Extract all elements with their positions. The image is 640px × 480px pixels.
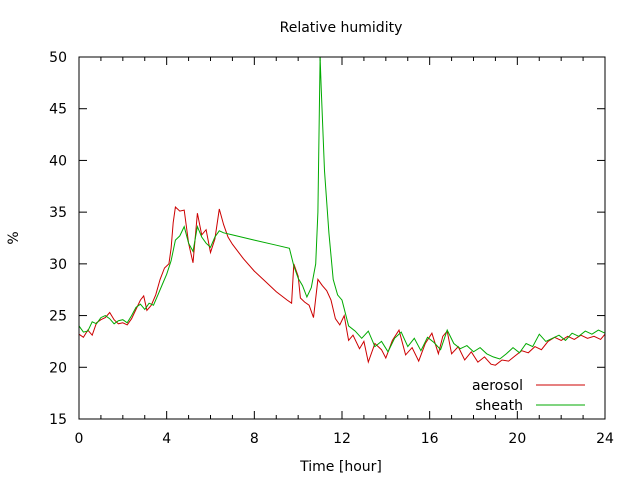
axis-ticks: 0 4 8 12 16 20 24 15 20 25 30 35 40 45 50	[49, 50, 614, 447]
y-tick-label: 15	[49, 412, 67, 428]
x-tick-label: 16	[421, 431, 439, 447]
y-tick-label: 35	[49, 205, 67, 221]
legend: aerosol sheath	[472, 378, 585, 414]
x-tick-label: 8	[250, 431, 259, 447]
y-tick-label: 45	[49, 102, 67, 118]
series-line-aerosol	[78, 205, 606, 366]
x-tick-label: 0	[75, 431, 84, 447]
plot-lines	[78, 56, 606, 366]
chart-title: Relative humidity	[280, 20, 403, 36]
y-axis-label: %	[6, 231, 22, 244]
y-tick-label: 20	[49, 360, 67, 376]
y-tick-label: 40	[49, 153, 67, 169]
x-tick-label: 12	[333, 431, 351, 447]
x-axis-label: Time [hour]	[299, 459, 382, 475]
x-tick-label: 20	[508, 431, 526, 447]
legend-label-sheath: sheath	[475, 398, 523, 414]
x-tick-label: 4	[162, 431, 171, 447]
x-tick-label: 24	[596, 431, 614, 447]
y-tick-label: 50	[49, 50, 67, 66]
plot-frame	[78, 56, 606, 420]
y-tick-label: 25	[49, 309, 67, 325]
y-tick-label: 30	[49, 257, 67, 273]
series-line-sheath	[78, 56, 606, 360]
legend-label-aerosol: aerosol	[472, 378, 523, 394]
